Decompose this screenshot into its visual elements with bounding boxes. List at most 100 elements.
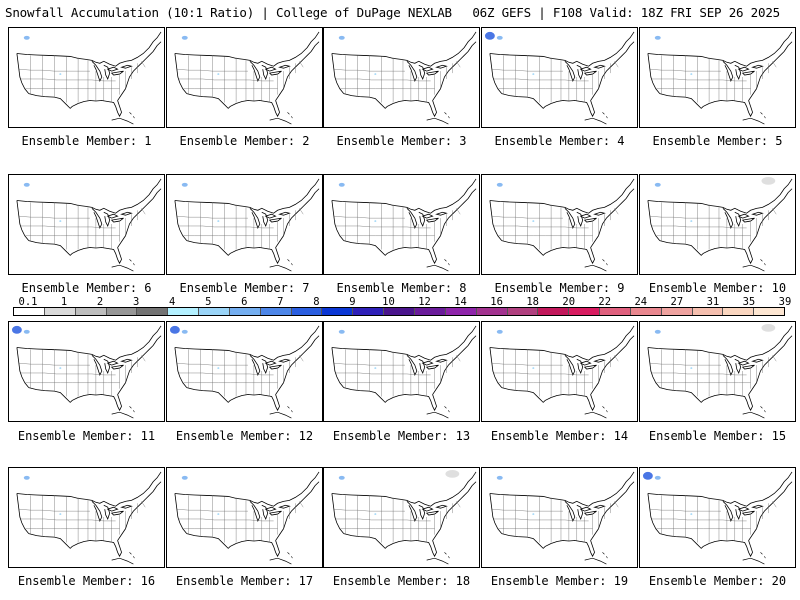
snowfall-area xyxy=(181,35,188,40)
ensemble-member-label: Ensemble Member: 4 xyxy=(494,134,625,148)
ensemble-member-map xyxy=(481,174,638,275)
ensemble-member-label: Ensemble Member: 15 xyxy=(648,429,787,443)
ensemble-member-map xyxy=(166,321,323,422)
snowfall-area xyxy=(690,73,693,76)
ensemble-member-map xyxy=(481,321,638,422)
colorbar-segment xyxy=(384,308,415,315)
ensemble-member-label: Ensemble Member: 20 xyxy=(648,574,787,588)
snowfall-area xyxy=(338,182,345,187)
ensemble-member-map xyxy=(323,467,480,568)
ensemble-member-label: Ensemble Member: 7 xyxy=(179,281,310,295)
colorbar-tick-label: 18 xyxy=(526,296,539,308)
snowfall-area xyxy=(761,176,776,185)
ensemble-member-label: Ensemble Member: 12 xyxy=(175,429,314,443)
snowfall-area xyxy=(338,329,345,334)
snowfall-shading xyxy=(338,469,460,516)
ensemble-member-label: Ensemble Member: 18 xyxy=(332,574,471,588)
map-title: Snowfall Accumulation (10:1 Ratio) | Col… xyxy=(5,5,452,20)
ensemble-member-map xyxy=(323,27,480,128)
snowfall-area xyxy=(532,220,535,223)
snowfall-area xyxy=(217,513,220,516)
colorbar-segment xyxy=(600,308,631,315)
colorbar-segment xyxy=(14,308,45,315)
colorbar-segment xyxy=(723,308,755,315)
snowfall-area xyxy=(496,35,503,40)
snowfall-area xyxy=(496,329,503,334)
snowfall-area xyxy=(59,73,62,76)
ensemble-member-label: Ensemble Member: 10 xyxy=(648,281,787,295)
colorbar-segment xyxy=(106,308,138,315)
snowfall-area xyxy=(654,329,661,334)
ensemble-member-map xyxy=(166,467,323,568)
ensemble-member-label: Ensemble Member: 2 xyxy=(179,134,310,148)
colorbar-segment xyxy=(692,308,724,315)
colorbar-tick-label: 3 xyxy=(132,296,140,308)
colorbar-segment xyxy=(414,308,446,315)
snowfall-area xyxy=(23,475,30,480)
colorbar-segment xyxy=(44,308,76,315)
colorbar-segment xyxy=(538,308,570,315)
colorbar-labels: 0.1 1 2 3 4 5 6 7 8 9 10 12 14 16 18 20 22 24 27 31 35 39 xyxy=(13,296,792,308)
colorbar-tick-label: 1 xyxy=(60,296,68,308)
ensemble-member-map xyxy=(481,467,638,568)
snowfall-area xyxy=(338,35,345,40)
colorbar-tick-label: 7 xyxy=(277,296,284,308)
snowfall-shading xyxy=(23,35,62,76)
ensemble-member-label: Ensemble Member: 13 xyxy=(332,429,471,443)
snowfall-colorbar xyxy=(13,307,785,316)
snowfall-shading xyxy=(654,323,776,370)
model-run-info: 06Z GEFS | F108 Valid: 18Z FRI SEP 26 20… xyxy=(472,5,780,20)
snowfall-area xyxy=(445,469,460,478)
colorbar-tick-label: 22 xyxy=(598,296,612,308)
colorbar-tick-label: 20 xyxy=(562,296,576,308)
ensemble-member-label: Ensemble Member: 11 xyxy=(17,429,156,443)
snowfall-shading xyxy=(181,475,220,516)
colorbar-segment xyxy=(75,308,107,315)
ensemble-member-label: Ensemble Member: 5 xyxy=(652,134,783,148)
snowfall-area xyxy=(532,513,535,516)
snowfall-area xyxy=(338,475,345,480)
ensemble-member-label: Ensemble Member: 1 xyxy=(21,134,152,148)
colorbar-tick-label: 10 xyxy=(382,296,395,308)
snowfall-shading xyxy=(654,35,693,76)
snowfall-shading xyxy=(338,329,377,370)
colorbar-segment xyxy=(137,308,169,315)
colorbar-tick-label: 9 xyxy=(349,296,356,308)
snowfall-area xyxy=(654,182,661,187)
colorbar-segment xyxy=(507,308,539,315)
ensemble-member-map xyxy=(8,467,165,568)
snowfall-shading xyxy=(654,176,776,223)
snowfall-shading xyxy=(23,475,62,516)
snowfall-area xyxy=(496,182,503,187)
snowfall-area xyxy=(532,367,535,370)
ensemble-member-map xyxy=(166,174,323,275)
snowfall-area xyxy=(496,475,503,480)
ensemble-member-label: Ensemble Member: 6 xyxy=(21,281,152,295)
colorbar-tick-label: 31 xyxy=(706,296,720,308)
ensemble-member-label: Ensemble Member: 14 xyxy=(490,429,629,443)
ensemble-member-map xyxy=(639,321,796,422)
snowfall-area xyxy=(484,31,495,40)
snowfall-area xyxy=(690,513,693,516)
colorbar-segment xyxy=(168,308,200,315)
colorbar-tick-label: 6 xyxy=(241,296,248,308)
snowfall-shading xyxy=(181,182,220,223)
snowfall-shading xyxy=(496,182,535,223)
snowfall-area xyxy=(11,325,22,334)
snowfall-area xyxy=(374,220,377,223)
snowfall-area xyxy=(374,73,377,76)
colorbar-tick-label: 0.1 xyxy=(18,296,38,308)
ensemble-member-map xyxy=(323,174,480,275)
colorbar-segment xyxy=(260,308,292,315)
snowfall-area xyxy=(23,35,30,40)
ensemble-member-map xyxy=(8,321,165,422)
colorbar-segment xyxy=(199,308,230,315)
snowfall-shading xyxy=(496,329,535,370)
colorbar-tick-label: 35 xyxy=(742,296,756,308)
colorbar-tick-label: 16 xyxy=(490,296,503,308)
snowfall-area xyxy=(761,323,776,332)
ensemble-member-map xyxy=(8,174,165,275)
colorbar-segment xyxy=(661,308,693,315)
snowfall-area xyxy=(217,220,220,223)
snowfall-area xyxy=(181,182,188,187)
